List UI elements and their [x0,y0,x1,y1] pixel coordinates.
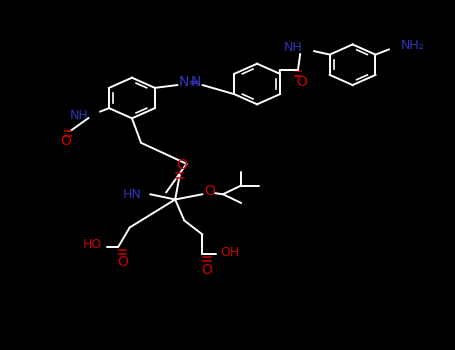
Text: O: O [202,262,212,276]
Text: HO: HO [83,238,102,252]
Text: NH: NH [284,41,303,54]
Text: OH: OH [221,245,240,259]
Text: NH: NH [70,108,89,122]
Text: O: O [61,134,71,148]
Text: O: O [296,75,307,89]
Text: O: O [177,158,187,172]
Text: N: N [178,75,188,89]
Text: N: N [191,75,201,89]
Text: O: O [204,184,215,198]
Text: HN: HN [122,188,141,201]
Text: O: O [117,256,128,270]
Text: NH₂: NH₂ [400,39,424,52]
